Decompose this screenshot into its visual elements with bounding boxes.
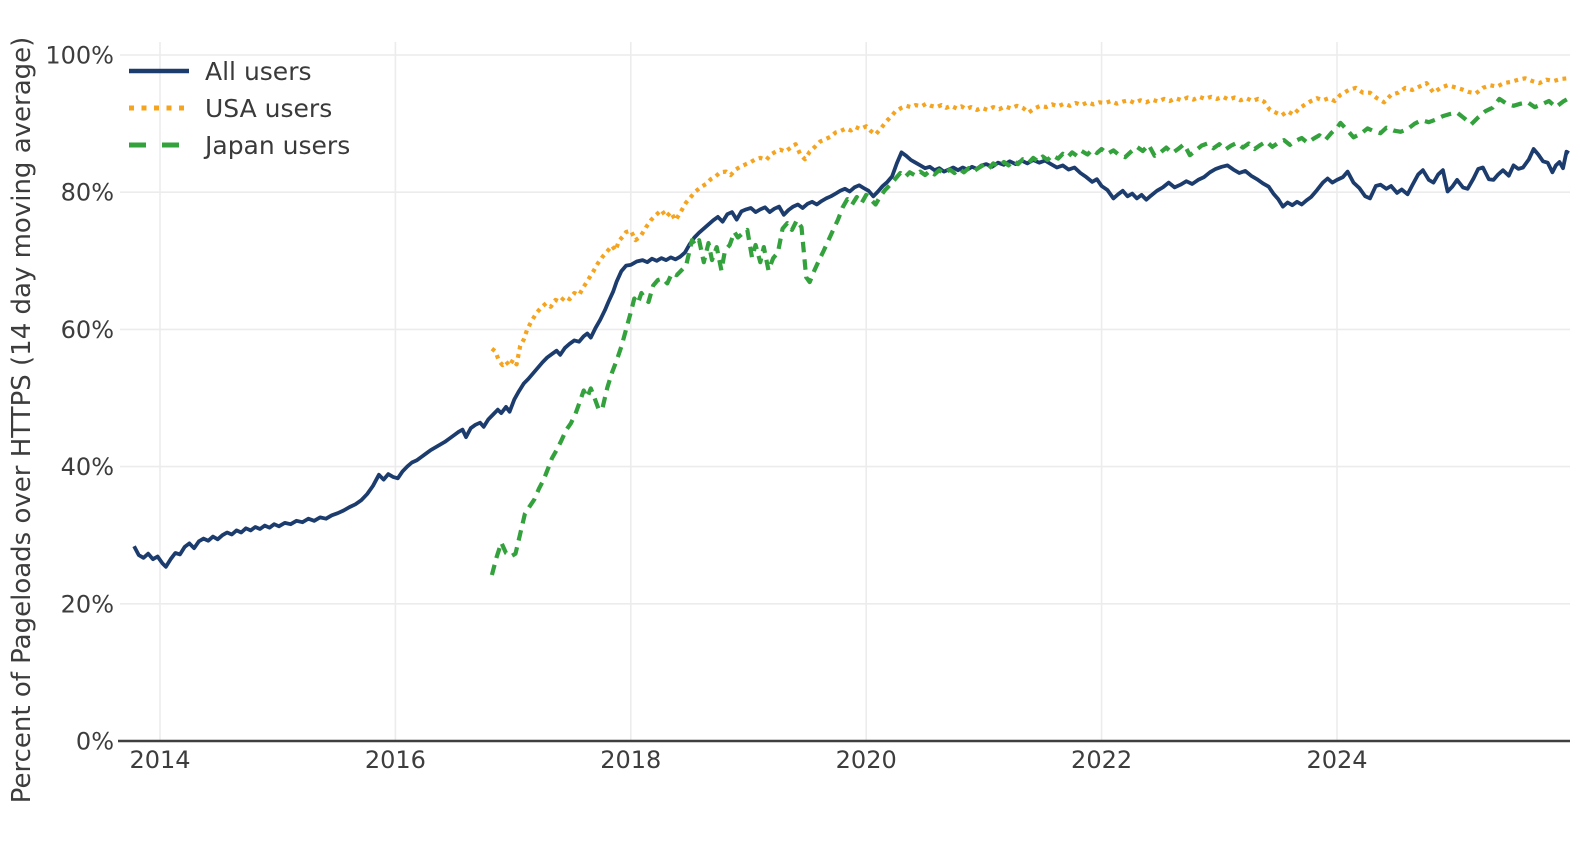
y-axis-tick-label: 0% [76,728,114,756]
y-axis-tick-label: 40% [61,453,114,481]
chart-legend: All users USA users Japan users [128,56,351,160]
legend-item-japan-users: Japan users [128,130,351,160]
x-axis-tick-label: 2018 [600,746,661,774]
legend-item-usa-users: USA users [128,93,350,123]
legend-label: Japan users [205,130,351,160]
x-axis-tick-label: 2016 [365,746,426,774]
all-users-swatch-icon [129,68,189,74]
series-line-all-users [132,147,1570,569]
x-axis-tick-label: 2020 [836,746,897,774]
series-line-usa-users [490,76,1568,368]
legend-label: All users [205,56,312,86]
usa-users-swatch-icon [129,105,189,111]
x-axis-tick-label: 2024 [1306,746,1367,774]
y-axis-title: Percent of Pageloads over HTTPS (14 day … [7,36,37,804]
x-axis-tick-label: 2014 [129,746,190,774]
x-axis-tick-label: 2022 [1071,746,1132,774]
legend-item-all-users: All users [128,56,350,86]
y-axis-tick-label: 80% [61,179,114,207]
y-axis-tick-label: 60% [61,316,114,344]
japan-users-swatch-icon [129,142,189,148]
legend-label: USA users [205,93,333,123]
y-axis-tick-label: 20% [61,590,114,618]
series-line-japan-users [489,96,1569,576]
y-axis-tick-label: 100% [45,42,114,70]
